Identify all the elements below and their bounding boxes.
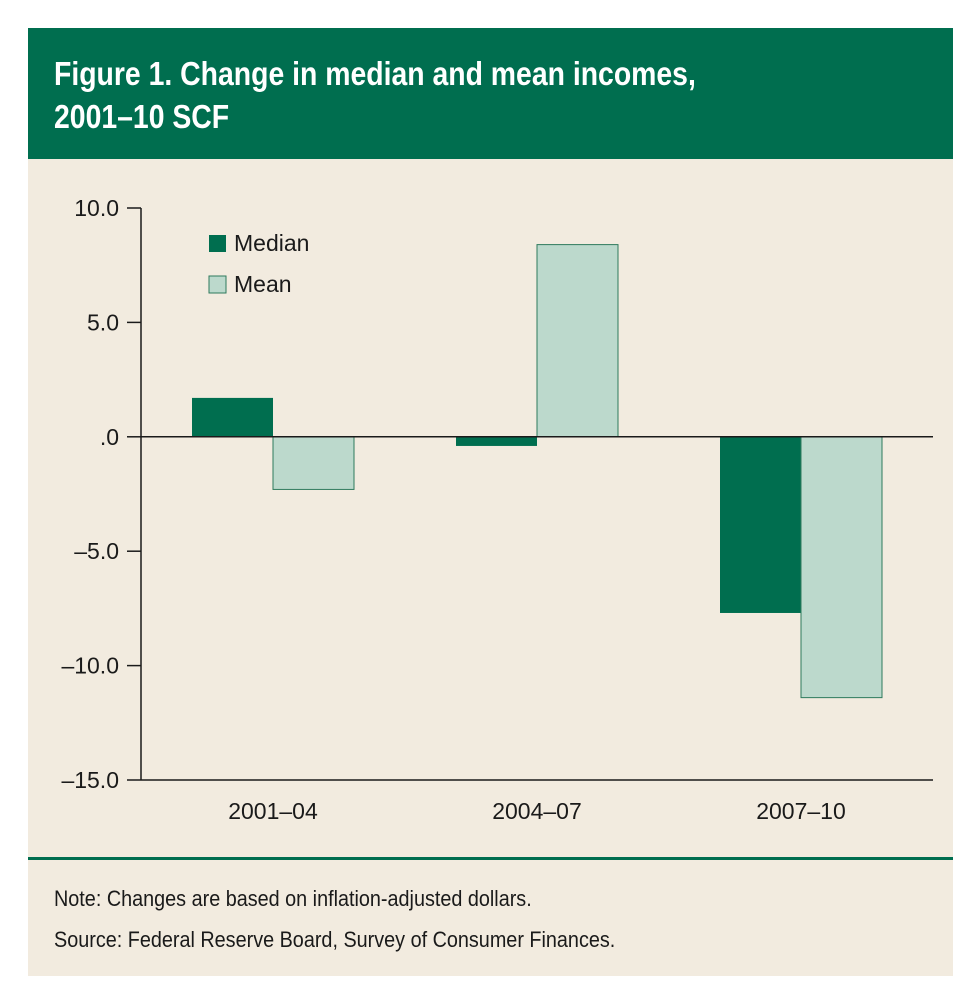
y-tick-label: –15.0 <box>61 767 119 793</box>
divider-rule <box>28 857 953 860</box>
median-bar-2 <box>456 436 537 446</box>
x-category-label: 2007–10 <box>756 798 846 824</box>
legend: Median Mean <box>208 230 309 297</box>
x-category-label: 2001–04 <box>228 798 318 824</box>
mean-bar-2 <box>536 244 619 438</box>
y-tick-label: 5.0 <box>87 309 119 335</box>
figure-source: Source: Federal Reserve Board, Survey of… <box>54 927 616 952</box>
title-bar: Figure 1. Change in median and mean inco… <box>28 28 953 159</box>
y-tick-label: –5.0 <box>74 538 119 564</box>
x-axis-labels: 2001–04 2004–07 2007–10 <box>228 798 846 824</box>
median-bar-3 <box>720 436 801 613</box>
bar-chart: 10.05.0.0–5.0–10.0–15.0 2001–04 2004–07 20… <box>61 195 933 824</box>
y-axis-ticks: 10.0 5.0 .0 –5.0 –10.0 –15.0 <box>61 195 141 793</box>
x-category-label: 2004–07 <box>492 798 582 824</box>
y-tick-label: –10.0 <box>61 653 119 679</box>
mean-bar-3 <box>800 436 883 699</box>
axes <box>140 208 933 781</box>
y-tick-label: .0 <box>100 424 119 450</box>
figure-title: Figure 1. Change in median and mean inco… <box>54 55 696 135</box>
median-legend-swatch <box>209 235 226 252</box>
mean-legend-swatch <box>208 275 227 294</box>
median-legend-label: Median <box>234 230 309 256</box>
median-bar-1 <box>192 397 273 437</box>
mean-bar-1 <box>272 436 355 490</box>
bars <box>192 244 883 699</box>
mean-legend-label: Mean <box>234 271 292 297</box>
y-tick-label: 10.0 <box>74 195 119 221</box>
figure-note: Note: Changes are based on inflation-adj… <box>54 886 532 911</box>
figure-panel: Figure 1. Change in median and mean inco… <box>28 28 953 976</box>
